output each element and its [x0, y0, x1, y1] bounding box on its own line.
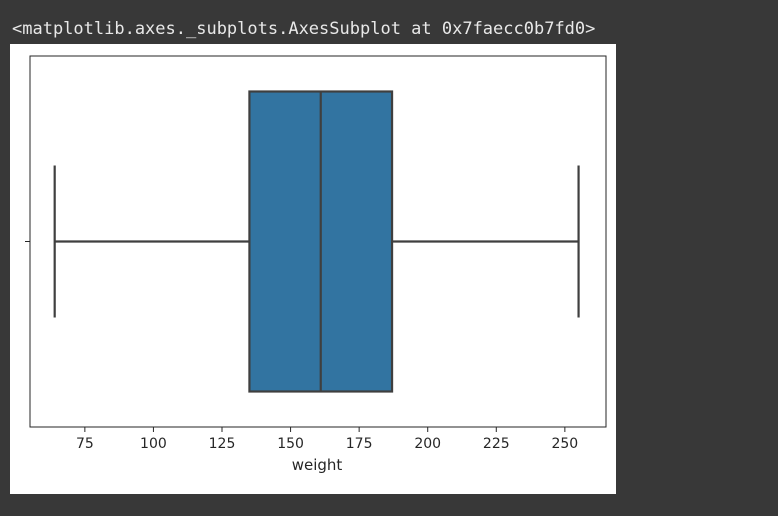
output-repr-text: <matplotlib.axes._subplots.AxesSubplot a… [12, 19, 596, 39]
plot-output-image: 75 100 125 150 175 200 225 250 weight [10, 44, 616, 494]
x-tick-label-150: 150 [277, 436, 304, 452]
x-tick-label-125: 125 [209, 436, 236, 452]
x-tick-label-250: 250 [551, 436, 578, 452]
boxplot-chart: 75 100 125 150 175 200 225 250 weight [25, 55, 607, 474]
x-tick-label-225: 225 [483, 436, 510, 452]
x-tick-label-100: 100 [140, 436, 167, 452]
x-tick-label-175: 175 [346, 436, 373, 452]
x-tick-label-75: 75 [76, 436, 94, 452]
x-axis-label: weight [292, 456, 343, 474]
x-tick-label-200: 200 [414, 436, 441, 452]
